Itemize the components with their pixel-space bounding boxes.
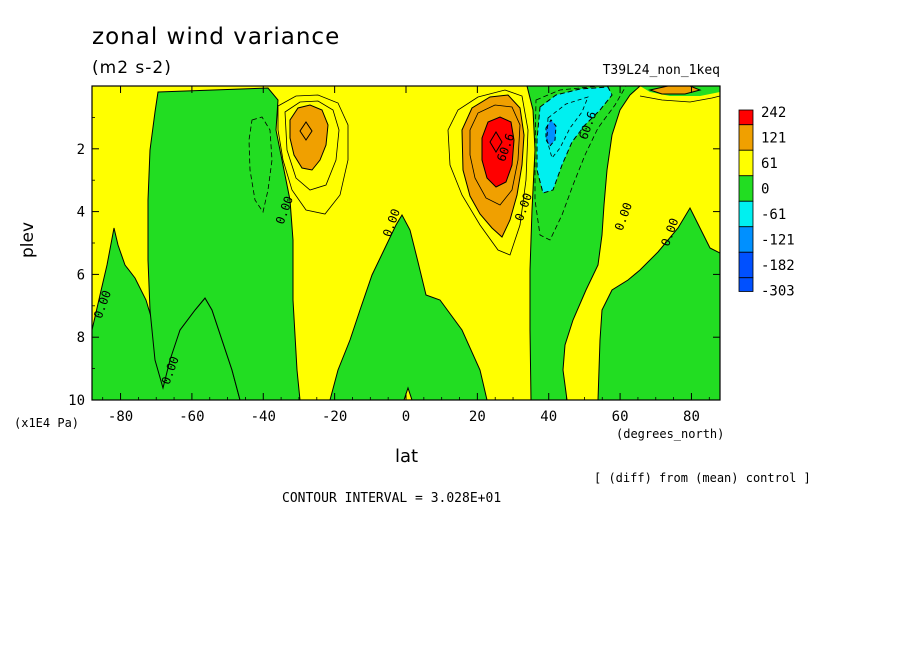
x-tick-label: 20: [469, 409, 486, 425]
x-tick-label: 0: [402, 409, 410, 425]
field-green-tropics: [329, 213, 488, 400]
legend-swatch: [738, 251, 754, 279]
x-axis-unit: (degrees_north): [616, 427, 725, 441]
x-tick-label: -60: [179, 409, 204, 425]
max-marker-south: [299, 121, 313, 141]
legend-swatch: [738, 124, 754, 151]
contour-line-south: [277, 94, 349, 215]
legend-label: 0: [761, 182, 769, 198]
x-tick-label: 40: [540, 409, 557, 425]
contour-line-top: [639, 95, 720, 103]
contour-line-cyan-outer: [534, 86, 627, 241]
y-tick-label: 8: [77, 330, 85, 346]
field-green-north-polar: [597, 206, 720, 400]
legend-label: 61: [761, 156, 778, 172]
axis-ticks: -80 -60 -40 -20 0 20 40 60 80 2 4 6 8 10: [68, 86, 720, 425]
max-marker-north: [489, 131, 503, 153]
contour-line-south-inner: [284, 100, 340, 191]
legend-label: 242: [761, 105, 786, 121]
contour-line-north-outer: [447, 89, 529, 256]
y-axis-label: plev: [18, 221, 38, 258]
y-axis-unit: (x1E4 Pa): [14, 416, 80, 430]
x-axis-label: lat: [395, 446, 419, 467]
legend-label: -182: [761, 258, 795, 274]
legend-swatch: [738, 226, 754, 253]
diff-note: [ (diff) from (mean) control ]: [594, 471, 811, 485]
contour-line-south-dashed: [248, 116, 273, 213]
x-tick-label: -40: [251, 409, 276, 425]
x-tick-label: 80: [683, 409, 700, 425]
legend-swatch: [738, 277, 754, 292]
x-tick-label: -80: [108, 409, 133, 425]
plot-area: [92, 86, 720, 400]
chart-units: (m2 s-2): [92, 58, 172, 78]
field-green-south-mid: [147, 87, 301, 400]
contour-line-cyan-inner: [546, 96, 589, 159]
legend-swatch: [738, 200, 754, 228]
x-tick-label: -20: [322, 409, 347, 425]
legend-swatch: [738, 149, 754, 177]
y-tick-label: 6: [77, 267, 85, 283]
y-tick-label: 4: [77, 205, 85, 221]
legend-label: -303: [761, 284, 795, 300]
field-orange-top: [648, 86, 702, 95]
contour-line-north-inner: [469, 104, 521, 206]
chart-title: zonal wind variance: [92, 24, 341, 50]
legend-label: 121: [761, 131, 786, 147]
x-tick-label: 60: [612, 409, 629, 425]
color-legend: 242 121 61 0 -61 -121 -182 -303: [738, 105, 795, 300]
y-tick-label: 10: [68, 393, 85, 409]
legend-swatch: [738, 109, 754, 126]
legend-label: -121: [761, 233, 795, 249]
field-cyan-north: [536, 86, 613, 194]
legend-label: -61: [761, 207, 786, 223]
contour-interval: CONTOUR INTERVAL = 3.028E+01: [282, 491, 502, 506]
field-red-north: [481, 116, 515, 188]
y-tick-label: 2: [77, 142, 85, 158]
field-blue-north: [545, 119, 557, 147]
legend-swatch: [738, 175, 754, 202]
run-label: T39L24_non_1keq: [602, 63, 720, 78]
field-orange-south: [289, 104, 329, 171]
